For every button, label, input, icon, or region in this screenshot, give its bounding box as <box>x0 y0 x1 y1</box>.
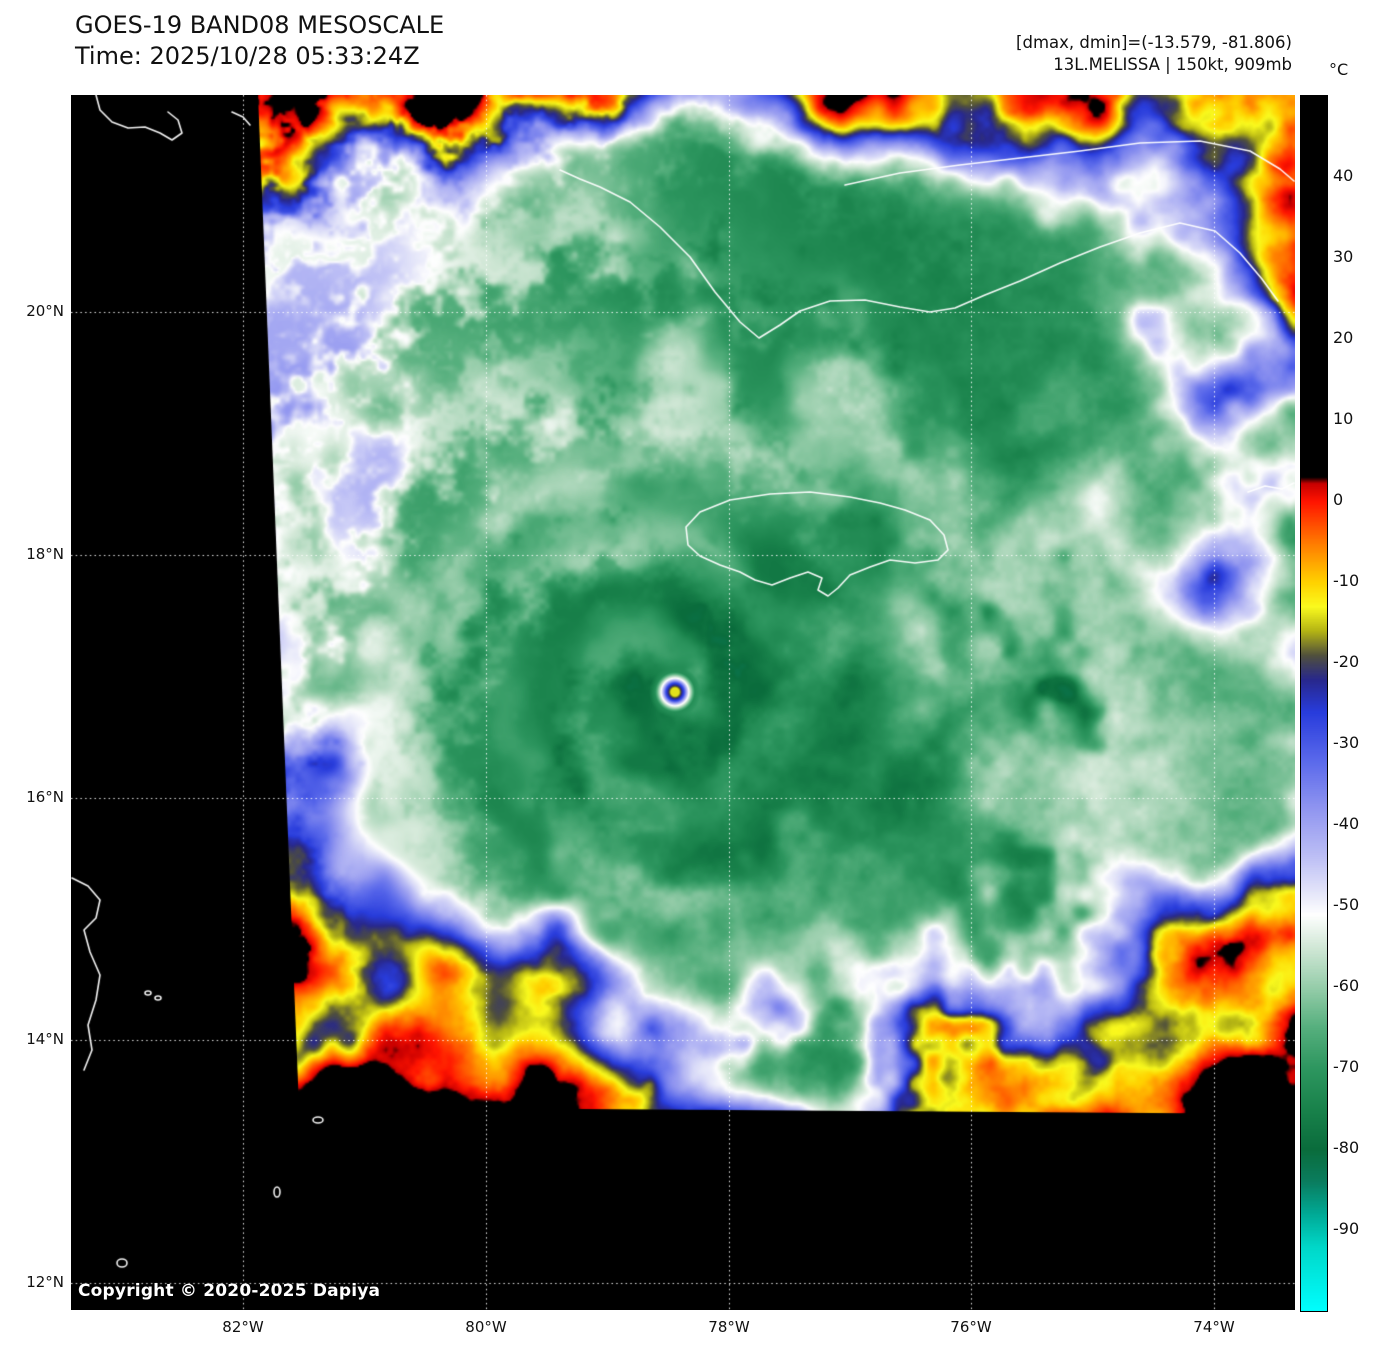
colorbar-tick-label: -40 <box>1333 814 1360 833</box>
map-plot-area: Copyright © 2020-2025 Dapiya <box>71 95 1295 1310</box>
temperature-colorbar <box>1300 95 1328 1312</box>
header-left: GOES-19 BAND08 MESOSCALE Time: 2025/10/2… <box>75 10 444 72</box>
colorbar-tick-label: -90 <box>1333 1219 1360 1238</box>
colorbar-tick-label: -80 <box>1333 1138 1360 1157</box>
lat-tick-label: 20°N <box>26 302 64 320</box>
colorbar-tick-label: -70 <box>1333 1057 1360 1076</box>
lon-tick-label: 82°W <box>222 1318 264 1336</box>
colorbar-tick-label: -10 <box>1333 571 1360 590</box>
product-title: GOES-19 BAND08 MESOSCALE <box>75 11 445 39</box>
lon-tick-label: 78°W <box>708 1318 750 1336</box>
colorbar-tick-label: 10 <box>1333 409 1354 428</box>
colorbar-unit-label: °C <box>1329 60 1349 79</box>
colorbar-tick-label: -50 <box>1333 895 1360 914</box>
dmax-dmin-readout: [dmax, dmin]=(-13.579, -81.806) <box>1016 33 1292 52</box>
lon-tick-label: 74°W <box>1193 1318 1235 1336</box>
colorbar-tick-label: -60 <box>1333 976 1360 995</box>
copyright-text: Copyright © 2020-2025 Dapiya <box>78 1281 381 1301</box>
colorbar-tick-label: 40 <box>1333 166 1354 185</box>
product-time: Time: 2025/10/28 05:33:24Z <box>75 42 420 70</box>
colorbar-tick-label: 0 <box>1333 490 1344 509</box>
lon-tick-label: 76°W <box>950 1318 992 1336</box>
lat-tick-label: 18°N <box>26 545 64 563</box>
lat-tick-label: 12°N <box>26 1273 64 1291</box>
lat-tick-label: 16°N <box>26 788 64 806</box>
header-right: [dmax, dmin]=(-13.579, -81.806) 13L.MELI… <box>1016 32 1292 76</box>
lat-tick-label: 14°N <box>26 1030 64 1048</box>
colorbar-tick-label: -20 <box>1333 652 1360 671</box>
colorbar-tick-label: 20 <box>1333 328 1354 347</box>
colorbar-tick-label: -30 <box>1333 733 1360 752</box>
colorbar-tick-label: 30 <box>1333 247 1354 266</box>
storm-info-readout: 13L.MELISSA | 150kt, 909mb <box>1053 55 1292 74</box>
satellite-imagery-canvas <box>71 95 1295 1310</box>
lon-tick-label: 80°W <box>465 1318 507 1336</box>
